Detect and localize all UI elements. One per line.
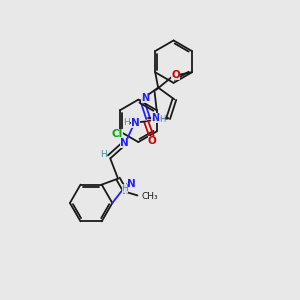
- Text: H: H: [159, 116, 165, 124]
- Text: N: N: [131, 118, 140, 128]
- Text: H: H: [100, 150, 107, 159]
- Text: CH₃: CH₃: [142, 192, 158, 201]
- Text: O: O: [171, 70, 180, 80]
- Text: N: N: [152, 113, 160, 124]
- Text: O: O: [148, 136, 156, 146]
- Text: H: H: [122, 184, 128, 194]
- Text: Cl: Cl: [112, 129, 123, 139]
- Text: N: N: [127, 179, 136, 189]
- Text: N: N: [141, 93, 149, 103]
- Text: H: H: [124, 118, 130, 127]
- Text: N: N: [120, 139, 128, 148]
